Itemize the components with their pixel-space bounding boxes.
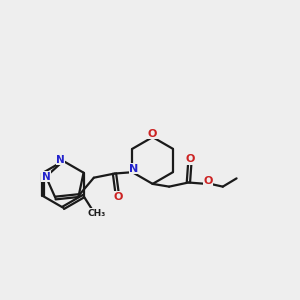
- Text: O: O: [148, 129, 157, 139]
- Text: N: N: [42, 172, 50, 182]
- Text: O: O: [114, 192, 123, 202]
- Text: CH₃: CH₃: [87, 209, 106, 218]
- Text: O: O: [185, 154, 194, 164]
- Text: N: N: [129, 164, 138, 174]
- Text: O: O: [203, 176, 213, 186]
- Text: N: N: [56, 154, 65, 165]
